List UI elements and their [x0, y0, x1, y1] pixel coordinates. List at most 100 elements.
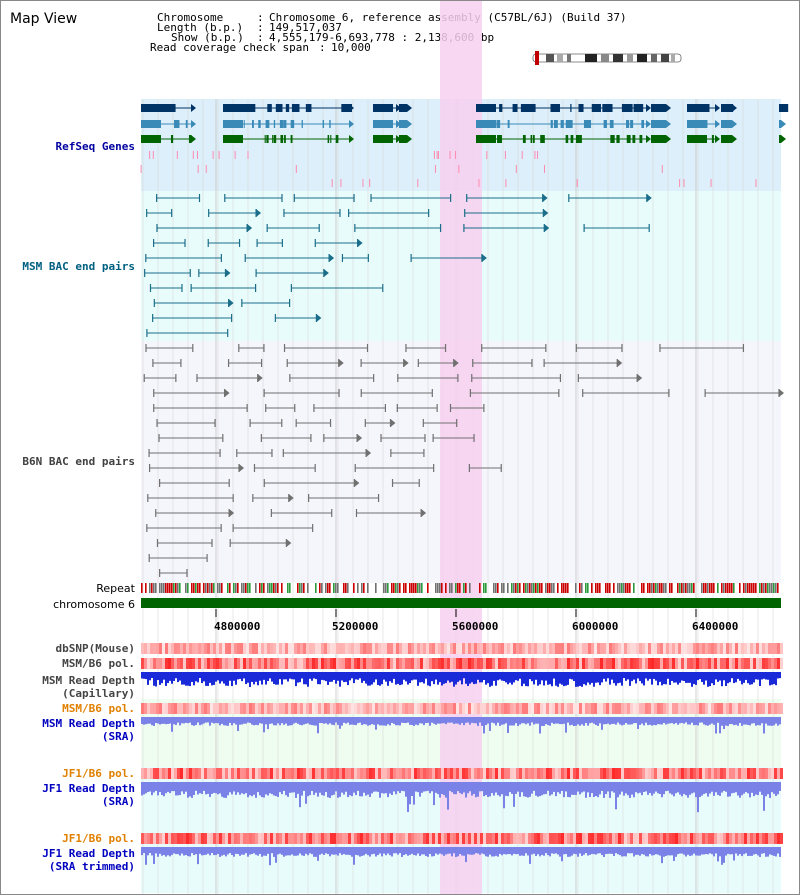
read-depth-bar [561, 717, 563, 725]
read-depth-bar [663, 782, 665, 795]
read-depth-bar [245, 672, 247, 685]
read-depth-bar [515, 672, 517, 681]
ideogram-band [557, 54, 563, 62]
read-depth-bar [717, 782, 719, 795]
label-jf1-depth-sra[interactable]: JF1 Read Depth [42, 782, 135, 795]
heatmap-cell [735, 703, 738, 714]
heatmap-cell [669, 658, 672, 669]
read-depth-bar [379, 672, 381, 686]
label-jf1-pol[interactable]: JF1/B6 pol. [62, 767, 135, 780]
heatmap-cell [576, 703, 579, 714]
heatmap-cell [384, 643, 387, 654]
read-depth-bar [645, 782, 647, 792]
read-depth-bar [611, 782, 613, 792]
label-jf1-depth-trim[interactable]: JF1 Read Depth [42, 847, 135, 860]
read-depth-bar [593, 672, 595, 687]
heatmap-cell [342, 768, 345, 779]
label-msm-pol[interactable]: MSM/B6 pol. [62, 657, 135, 670]
read-depth-bar [161, 847, 163, 856]
label-msm-pol-2[interactable]: MSM/B6 pol. [62, 702, 135, 715]
read-depth-bar [279, 782, 281, 793]
gene-exon [609, 120, 614, 128]
read-depth-bar [537, 717, 539, 724]
repeat-element [653, 583, 655, 593]
read-depth-bar [499, 847, 501, 854]
read-depth-bar [577, 847, 579, 857]
heatmap-cell [435, 768, 438, 779]
repeat-element [367, 583, 369, 593]
read-depth-bar [557, 847, 559, 855]
read-depth-bar [373, 672, 375, 683]
read-depth-bar [153, 717, 155, 726]
read-depth-bar [275, 672, 277, 685]
read-depth-bar [157, 672, 159, 681]
heatmap-cell [180, 643, 183, 654]
read-depth-bar [775, 847, 777, 857]
heatmap-cell [366, 833, 369, 844]
read-depth-bar [701, 717, 703, 723]
heatmap-cell [459, 703, 462, 714]
repeat-element [405, 583, 407, 593]
read-depth-bar [387, 847, 389, 854]
label-msm-depth-cap[interactable]: MSM Read Depth [42, 674, 135, 687]
read-depth-bar [285, 847, 287, 856]
label-b6n-bac[interactable]: B6N BAC end pairs [22, 455, 135, 468]
read-depth-bar [733, 847, 735, 861]
heatmap-cell [210, 658, 213, 669]
read-depth-bar [193, 847, 195, 856]
heatmap-cell [447, 643, 450, 654]
heatmap-cell [219, 768, 222, 779]
read-depth-bar [313, 847, 315, 857]
heatmap-cell [276, 703, 279, 714]
read-depth-bar [545, 782, 547, 795]
heatmap-cell [471, 768, 474, 779]
label-msm-depth-sra[interactable]: MSM Read Depth [42, 717, 135, 730]
read-depth-bar [759, 717, 761, 726]
repeat-element [605, 583, 607, 593]
b6n-bac-pair-arrow [390, 419, 396, 427]
repeat-element [329, 583, 331, 593]
read-depth-bar [565, 717, 567, 733]
read-depth-bar [699, 672, 701, 680]
read-depth-bar [711, 717, 713, 724]
read-depth-bar [533, 717, 535, 725]
read-depth-bar [777, 672, 779, 679]
label-dbsnp[interactable]: dbSNP(Mouse) [55, 642, 135, 655]
msm-bac-pair-arrow [256, 209, 262, 217]
heatmap-cell [540, 658, 543, 669]
heatmap-cell [519, 833, 522, 844]
read-depth-bar [363, 782, 365, 793]
heatmap-cell [627, 643, 630, 654]
heatmap-cell [315, 703, 318, 714]
label-msm-bac[interactable]: MSM BAC end pairs [22, 260, 135, 273]
read-depth-bar [577, 672, 579, 687]
read-depth-bar [145, 782, 147, 794]
read-depth-bar [203, 847, 205, 856]
gene-exon [626, 135, 631, 143]
label-refseq-genes[interactable]: RefSeq Genes [55, 140, 135, 153]
read-depth-bar [697, 847, 699, 856]
heatmap-cell [213, 833, 216, 844]
read-depth-bar [199, 717, 201, 726]
read-depth-bar [665, 782, 667, 792]
read-depth-bar [295, 717, 297, 723]
read-depth-bar [235, 782, 237, 795]
read-depth-bar [247, 672, 249, 683]
read-depth-bar [317, 847, 319, 861]
heatmap-cell [606, 703, 609, 714]
label-jf1-pol-2[interactable]: JF1/B6 pol. [62, 832, 135, 845]
heatmap-cell [531, 833, 534, 844]
read-depth-bar [423, 782, 425, 792]
read-depth-bar [659, 782, 661, 795]
heatmap-cell [537, 768, 540, 779]
heatmap-cell [726, 833, 729, 844]
read-depth-bar [509, 672, 511, 683]
heatmap-cell [354, 658, 357, 669]
info-show-label: Show (b.p.) [171, 31, 244, 44]
heatmap-cell [501, 658, 504, 669]
read-depth-bar [561, 672, 563, 685]
repeat-element [517, 583, 519, 593]
heatmap-cell [780, 703, 783, 714]
heatmap-cell [549, 833, 552, 844]
